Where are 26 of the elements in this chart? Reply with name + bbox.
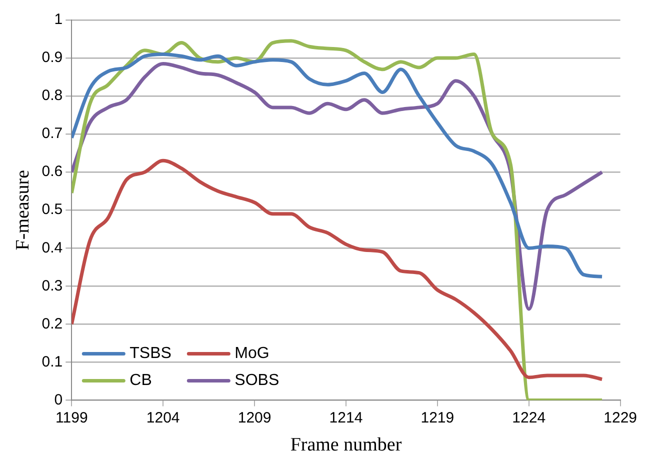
y-tick-label: 0.8	[42, 87, 63, 104]
x-tick-label: 1204	[146, 409, 180, 426]
legend-label: TSBS	[130, 345, 172, 362]
x-tick-label: 1224	[512, 409, 546, 426]
y-tick-label: 1	[54, 11, 63, 28]
x-tick-label: 1229	[604, 409, 638, 426]
x-tick-label: 1214	[329, 409, 363, 426]
y-tick-label: 0.3	[42, 277, 63, 294]
y-tick-label: 0.9	[42, 49, 63, 66]
legend-label: SOBS	[234, 372, 280, 390]
line-series	[72, 52, 604, 278]
y-tick-label: 0.6	[42, 163, 63, 180]
x-tick-label: 1219	[420, 409, 454, 426]
y-tick-label: 0.4	[42, 239, 63, 256]
y-tick-label: 0	[54, 391, 63, 408]
y-axis-title: F-measure	[12, 170, 34, 250]
x-axis-title: Frame number	[290, 434, 402, 456]
x-tick-label: 1209	[238, 409, 272, 426]
legend-label: MoG	[234, 345, 270, 362]
line-series	[72, 39, 604, 400]
legend-label: CB	[130, 372, 152, 390]
y-tick-label: 0.7	[42, 125, 63, 142]
x-tick-label: 1199	[56, 409, 88, 426]
y-tick-label: 0.2	[42, 315, 63, 332]
y-tick-label: 0.1	[42, 353, 63, 370]
y-tick-label: 0.5	[42, 201, 63, 218]
